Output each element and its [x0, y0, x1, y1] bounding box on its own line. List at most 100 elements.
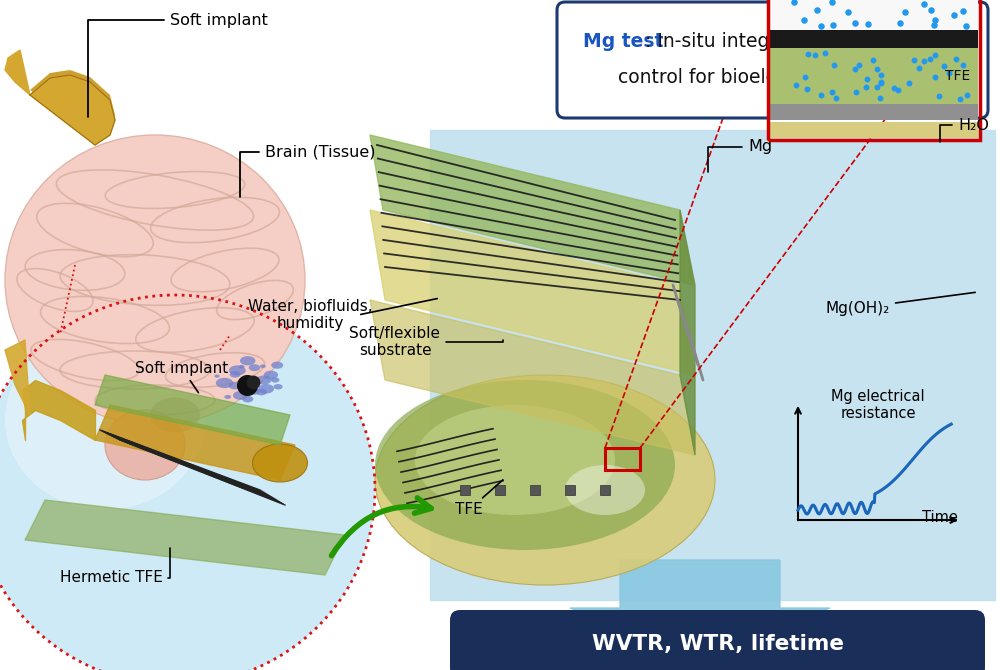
Point	[809, 5, 825, 15]
Point	[916, 0, 932, 9]
Bar	[770, 122, 978, 138]
Point	[959, 89, 975, 100]
Text: Brain (Tissue): Brain (Tissue)	[240, 145, 376, 197]
Ellipse shape	[256, 389, 267, 395]
Bar	[600, 485, 610, 495]
Ellipse shape	[375, 375, 715, 585]
Point	[239, 380, 255, 391]
Point	[873, 76, 889, 87]
Point	[858, 82, 874, 92]
Ellipse shape	[271, 362, 283, 368]
Text: H₂O: H₂O	[940, 117, 989, 142]
Text: TFE: TFE	[945, 69, 970, 83]
Bar	[770, 104, 978, 120]
Text: Soft implant: Soft implant	[88, 13, 268, 117]
Polygon shape	[680, 210, 695, 455]
Point	[797, 72, 813, 82]
Point	[897, 7, 913, 17]
Point	[946, 9, 962, 20]
Point	[955, 60, 971, 71]
Bar	[495, 485, 505, 495]
Ellipse shape	[248, 388, 260, 395]
Text: Hermetic TFE: Hermetic TFE	[60, 548, 170, 586]
Point	[824, 87, 840, 98]
Ellipse shape	[375, 380, 675, 550]
Point	[926, 19, 942, 30]
Point	[901, 77, 917, 88]
Text: Mg electrical
resistance: Mg electrical resistance	[831, 389, 925, 421]
Point	[927, 14, 943, 25]
Point	[886, 82, 902, 93]
Point	[906, 54, 922, 65]
Ellipse shape	[256, 375, 271, 385]
Text: Mg(OH)₂: Mg(OH)₂	[826, 292, 975, 316]
Ellipse shape	[260, 364, 266, 368]
Ellipse shape	[271, 377, 279, 383]
Text: Water, biofluids,
humidity: Water, biofluids, humidity	[248, 299, 372, 331]
Point	[873, 69, 889, 80]
Point	[800, 49, 816, 60]
Point	[952, 94, 968, 105]
Bar	[460, 485, 470, 495]
Text: WVTR, WTR, lifetime: WVTR, WTR, lifetime	[592, 634, 844, 654]
Ellipse shape	[274, 384, 283, 389]
Ellipse shape	[105, 410, 185, 480]
Bar	[565, 485, 575, 495]
Ellipse shape	[216, 378, 233, 388]
Bar	[530, 485, 540, 495]
Point	[828, 92, 844, 103]
Ellipse shape	[252, 444, 308, 482]
Polygon shape	[370, 210, 695, 375]
Polygon shape	[5, 50, 30, 95]
Point	[892, 18, 908, 29]
Ellipse shape	[5, 135, 305, 425]
Bar	[605, 448, 640, 470]
Ellipse shape	[224, 395, 231, 399]
Point	[848, 87, 864, 98]
Point	[869, 82, 885, 93]
Ellipse shape	[242, 396, 253, 403]
Polygon shape	[5, 340, 30, 415]
Point	[859, 74, 875, 84]
Point	[922, 54, 938, 64]
Point	[796, 15, 812, 25]
Point	[847, 63, 863, 74]
Ellipse shape	[415, 405, 615, 515]
Text: Time: Time	[922, 511, 958, 525]
Point	[916, 56, 932, 66]
Ellipse shape	[240, 356, 255, 365]
Point	[860, 18, 876, 29]
Polygon shape	[570, 560, 830, 658]
Point	[813, 21, 829, 31]
Text: Mg test: Mg test	[583, 32, 663, 51]
FancyBboxPatch shape	[557, 2, 988, 118]
Polygon shape	[430, 130, 995, 600]
Point	[936, 61, 952, 72]
Ellipse shape	[239, 365, 245, 369]
Point	[927, 50, 943, 60]
Ellipse shape	[229, 365, 246, 375]
Ellipse shape	[229, 382, 241, 389]
Point	[872, 92, 888, 103]
Ellipse shape	[150, 397, 200, 433]
Point	[825, 19, 841, 30]
Text: TFE: TFE	[455, 480, 503, 517]
Point	[799, 83, 815, 94]
Point	[813, 90, 829, 100]
Point	[923, 4, 939, 15]
Point	[851, 60, 867, 70]
Point	[869, 63, 885, 74]
Ellipse shape	[258, 384, 274, 393]
Point	[941, 68, 957, 78]
Point	[826, 60, 842, 70]
Text: Soft/flexible
substrate: Soft/flexible substrate	[350, 326, 503, 358]
Polygon shape	[370, 300, 695, 455]
Ellipse shape	[565, 465, 645, 515]
Point	[786, 0, 802, 8]
Polygon shape	[95, 405, 295, 480]
Bar	[770, 0, 978, 30]
Point	[948, 54, 964, 64]
Point	[817, 47, 833, 58]
Point	[840, 6, 856, 17]
Bar	[768, 0, 980, 140]
